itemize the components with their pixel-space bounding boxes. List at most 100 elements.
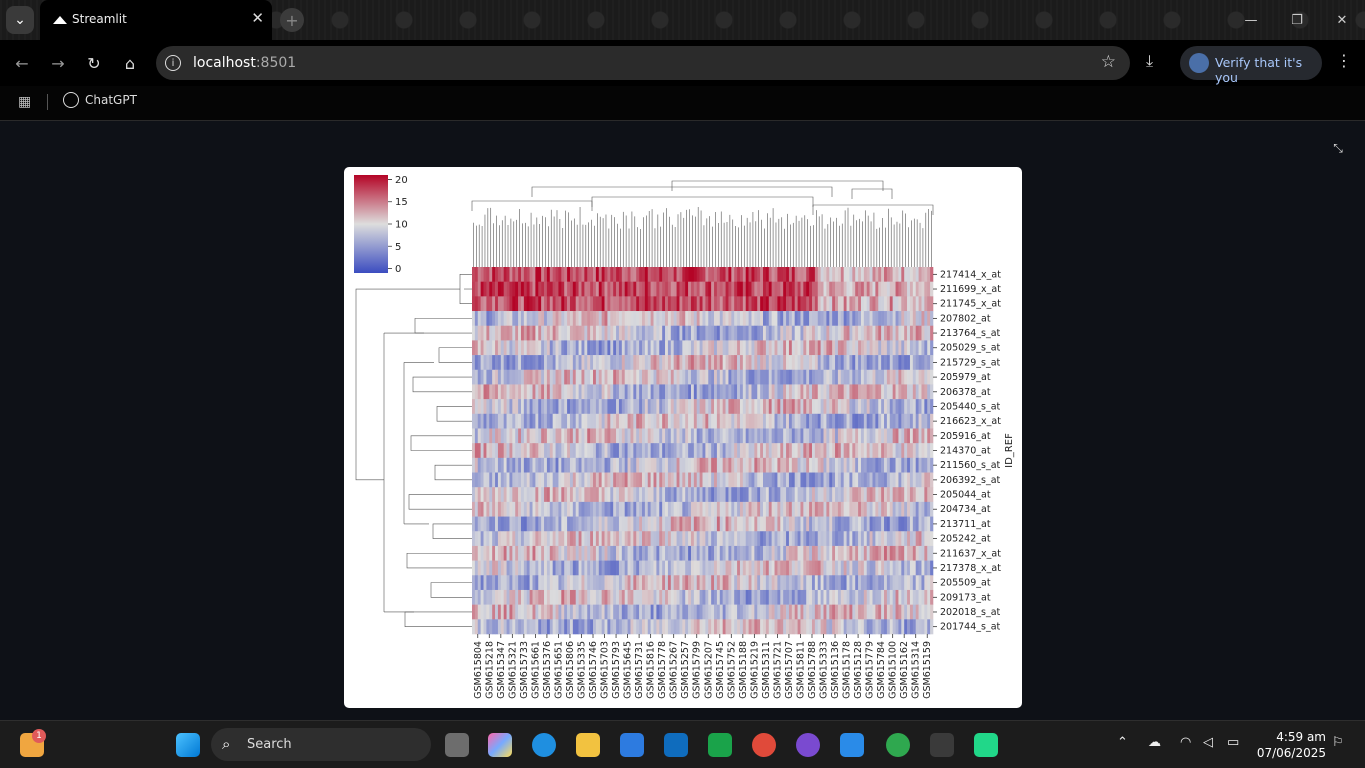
download-icon[interactable]: ⤓ [1146,51,1154,70]
app-d-icon[interactable] [708,733,732,757]
restore-icon[interactable]: ❐ [1291,12,1303,28]
heatmap-cell [800,487,804,503]
heatmap-cell [803,575,807,591]
heatmap-cell [561,545,565,561]
vscode-icon[interactable] [840,733,864,757]
back-icon[interactable]: ← [15,53,29,73]
heatmap-cell [567,560,571,576]
heatmap-cell [503,355,507,371]
file-explorer-icon[interactable] [576,733,600,757]
heatmap-cell [497,281,502,297]
menu-icon[interactable]: ⋮ [1336,51,1352,70]
heatmap-cell [780,487,784,503]
clock[interactable]: 4:59 am 07/06/2025 [1256,729,1326,761]
heatmap-cell [653,531,657,547]
heatmap-cell [500,457,504,473]
outlook-icon[interactable] [664,733,688,757]
heatmap-cell [930,369,934,385]
heatmap-cell [616,575,620,591]
heatmap-cell [665,531,669,547]
notifications-icon[interactable]: ⚐ [1332,735,1344,750]
battery-icon[interactable]: ▭ [1227,735,1240,750]
heatmap-cell [650,384,654,400]
heatmap-cell [529,369,533,385]
heatmap-cell [558,413,562,429]
heatmap-cell [555,384,559,400]
address-bar[interactable]: i localhost:8501 ☆ [156,46,1130,80]
task-view-icon[interactable] [445,733,469,757]
exit-fullscreen-icon[interactable]: ⤡ [1333,140,1343,155]
heatmap-cell [653,399,657,415]
heatmap-cell [590,604,594,620]
chrome-icon[interactable] [752,733,776,757]
site-info-icon[interactable]: i [165,55,181,71]
heatmap-cell [809,531,813,547]
tab-search-button[interactable]: ⌄ [6,6,34,34]
forward-icon[interactable]: → [51,53,65,73]
bookmark-chatgpt[interactable]: ChatGPT [63,92,137,108]
heatmap-cell [503,472,507,488]
heatmap-cell [627,413,631,429]
pycharm-icon[interactable] [974,733,998,757]
browser-tab[interactable]: Streamlit ✕ [40,0,272,40]
home-icon[interactable]: ⌂ [124,53,136,73]
heatmap-cell [777,413,781,429]
window-close-icon[interactable]: ✕ [1336,12,1348,28]
bookmark-star-icon[interactable]: ☆ [1100,52,1116,72]
heatmap-cell [688,619,692,635]
store-icon[interactable] [620,733,644,757]
taskbar-search[interactable]: ⌕ Search [211,728,431,761]
heatmap-cell [832,516,836,532]
github-icon[interactable] [796,733,820,757]
heatmap-cell [763,325,767,341]
terminal-icon[interactable] [930,733,954,757]
verify-profile-button[interactable]: Verify that it's you [1180,46,1322,85]
new-tab-button[interactable]: + [280,8,304,32]
heatmap-cell [472,296,476,312]
heatmap-cell [639,443,643,459]
heatmap-cell [558,545,562,561]
heatmap-cell [641,428,646,444]
heatmap-cell [739,443,744,459]
copilot-icon[interactable] [488,733,512,757]
heatmap-cell [486,369,490,385]
heatmap-cell [878,267,882,282]
heatmap-cell [685,267,689,282]
heatmap-cell [725,281,729,297]
chevron-up-icon[interactable]: ⌃ [1117,735,1128,750]
minimize-icon[interactable]: — [1244,12,1258,28]
heatmap-cell [688,267,692,282]
heatmap-cell [719,443,723,459]
heatmap-cell [760,443,764,459]
windows-start-icon[interactable] [176,733,200,757]
heatmap-cell [653,384,657,400]
apps-grid-icon[interactable]: ▦ [18,94,32,110]
heatmap-cell [895,604,899,620]
heatmap-cell [523,619,528,635]
volume-icon[interactable]: ◁ [1203,735,1213,750]
heatmap-cell [731,560,735,576]
heatmap-cell [751,604,755,620]
wifi-icon[interactable]: ◠ [1180,735,1192,750]
heatmap-cell [739,501,744,517]
reload-icon[interactable]: ↻ [87,53,101,73]
heatmap-cell [526,472,530,488]
heatmap-cell [552,311,556,327]
heatmap-cell [670,399,674,415]
heatmap-cell [901,487,905,503]
edge-icon[interactable] [532,733,556,757]
heatmap-cell [912,281,917,297]
heatmap-cell [708,560,712,576]
heatmap-cell [639,311,643,327]
heatmap-cell [886,413,891,429]
heatmap-cell [587,560,591,576]
heatmap-cell [783,384,787,400]
heatmap-cell [895,267,899,282]
heatmap-cell [662,413,666,429]
onedrive-icon[interactable]: ☁ [1148,735,1161,750]
heatmap-cell [765,311,770,327]
heatmap-cell [809,457,813,473]
close-tab-icon[interactable]: ✕ [251,9,264,27]
heatmap-cell [532,399,536,415]
chrome-profile-icon[interactable] [886,733,910,757]
